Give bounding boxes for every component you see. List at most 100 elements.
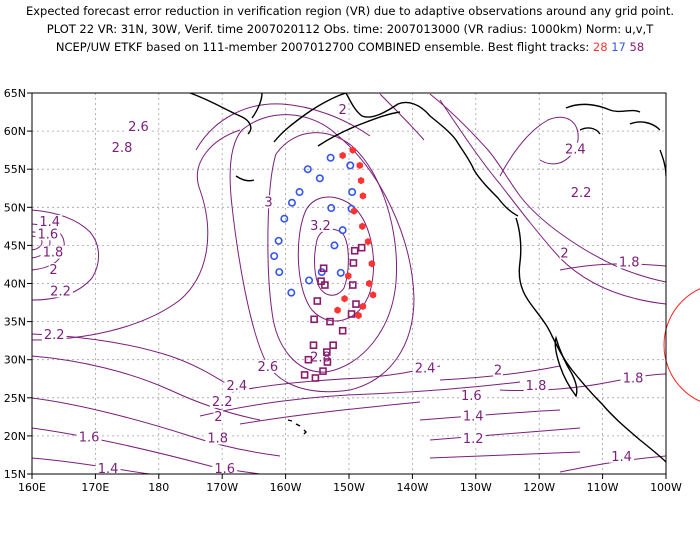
- contour-2-4-main: [32, 129, 241, 341]
- contour-2-main: [32, 355, 261, 421]
- track-28-point: [359, 302, 367, 311]
- x-tick-label: 180: [148, 481, 169, 494]
- y-tick-label: 55N: [4, 163, 26, 176]
- x-axis-ticks: 160E 170E 180 170W 160W 150W 140W 130W 120W 110W 1…: [18, 474, 682, 494]
- contour-label-bg: [205, 431, 231, 445]
- track-17-point: [274, 236, 283, 245]
- coastline-alaska: [251, 93, 519, 217]
- contour-2-north: [379, 93, 425, 141]
- track-28-point: [356, 161, 363, 170]
- contour-label: 3.2: [310, 219, 331, 234]
- contour-label: 1.6: [214, 462, 235, 477]
- track-58-point: [347, 310, 356, 318]
- track-17-point: [275, 268, 284, 277]
- contour-labels: 22.62.8 2.42.231.41.63.21.8 21.822.22.22.8…: [35, 103, 646, 477]
- contour-label: 2: [339, 103, 347, 118]
- contour-label-bg: [620, 371, 646, 385]
- contour-2-4-east: [499, 116, 579, 177]
- y-tick-label: 15N: [4, 468, 26, 481]
- contour-label: 1.8: [207, 431, 228, 446]
- track-17-point: [326, 153, 335, 162]
- coastline-hawaii: [287, 419, 307, 435]
- x-tick-label: 100W: [650, 481, 682, 494]
- track-17-point: [346, 161, 355, 170]
- contour-2-2-south: [199, 381, 521, 417]
- contour-1-4-east: [429, 427, 581, 441]
- contour-label-bg: [263, 195, 274, 209]
- track-28-point: [339, 151, 346, 160]
- y-tick-label: 45N: [4, 239, 26, 252]
- track-17-point: [287, 198, 296, 207]
- contour-1-6-east: [419, 409, 561, 421]
- x-tick-label: 140W: [396, 481, 428, 494]
- track-58-point: [321, 281, 329, 289]
- verification-region-circle: [663, 288, 700, 402]
- y-tick-label: 35N: [4, 316, 26, 329]
- contour-label-bg: [458, 388, 484, 402]
- contour-label: 1.8: [623, 371, 644, 386]
- contour-label: 2: [49, 263, 57, 278]
- contour-label: 1.4: [39, 215, 60, 230]
- track-58-point: [323, 358, 332, 366]
- contour-label: 2.8: [112, 141, 133, 156]
- track-17-point: [327, 204, 336, 213]
- contour-label-bg: [109, 141, 135, 155]
- contour-label: 3: [264, 195, 272, 210]
- contour-label-bg: [308, 350, 333, 364]
- contour-label-bg: [568, 186, 594, 200]
- contour-label: 2.4: [226, 379, 247, 394]
- contour-label-bg: [308, 218, 333, 232]
- track-58-point: [317, 277, 325, 286]
- contour-label: 1.8: [619, 255, 640, 270]
- track-28-point: [359, 192, 367, 200]
- track-17-point: [270, 252, 279, 261]
- header-line-2: PLOT 22 VR: 31N, 30W, Verif. time 200702…: [46, 22, 654, 36]
- contour-1-4-se: [559, 455, 666, 473]
- x-tick-label: 110W: [587, 481, 619, 494]
- y-tick-label: 20N: [4, 430, 26, 443]
- track-17-point: [287, 288, 296, 297]
- contour-label-bg: [493, 363, 503, 377]
- track-17-point: [330, 241, 339, 250]
- contour-1-8-south: [32, 397, 281, 457]
- contour-label: 1.4: [611, 450, 632, 465]
- contour-label: 2.2: [50, 284, 71, 299]
- track-17-point: [338, 226, 347, 235]
- y-tick-label: 30N: [4, 354, 26, 367]
- contour-label: 2.2: [571, 186, 592, 201]
- x-tick-label: 120W: [523, 481, 555, 494]
- plot-header: Expected forecast error reduction in ver…: [0, 2, 700, 56]
- track-28-point: [350, 207, 358, 215]
- contour-2-4-south: [231, 365, 441, 393]
- track-58-point: [300, 371, 309, 379]
- header-line-1: Expected forecast error reduction in ver…: [25, 4, 675, 18]
- contour-label: 1.8: [526, 379, 547, 394]
- contour-1-6-south: [32, 427, 261, 474]
- contour-label-bg: [609, 449, 635, 463]
- contour-label-bg: [562, 142, 588, 156]
- coastline-siberia: [189, 93, 255, 182]
- y-tick-label: 25N: [4, 392, 26, 405]
- header-line-3-text: NCEP/UW ETKF based on 111-member 2007012…: [55, 40, 593, 54]
- track-58-point: [311, 374, 320, 382]
- contour-label: 1.4: [98, 462, 119, 477]
- track-58-point: [319, 367, 327, 375]
- y-tick-label: 60N: [4, 125, 26, 138]
- x-tick-label: 150W: [333, 481, 365, 494]
- y-axis-ticks: 15N 20N 25N 30N 35N 40N 45N 50N 55N 60N 65N: [4, 87, 32, 481]
- contour-label: 2.4: [415, 361, 436, 376]
- contour-label-bg: [48, 263, 59, 277]
- track-28-point: [349, 146, 356, 154]
- contour-label: 1.6: [461, 389, 482, 404]
- track-28-point: [364, 237, 372, 246]
- contour-label: 1.4: [463, 409, 484, 424]
- track-58-legend: 58: [629, 40, 645, 54]
- track-17-point: [303, 165, 312, 174]
- y-tick-label: 50N: [4, 201, 26, 214]
- contour-label: 2: [494, 364, 502, 379]
- contour-3: [297, 196, 375, 322]
- contour-label-bg: [48, 284, 73, 298]
- coastlines: [189, 93, 666, 463]
- track-17-point: [348, 188, 357, 197]
- track-17-point: [280, 214, 289, 223]
